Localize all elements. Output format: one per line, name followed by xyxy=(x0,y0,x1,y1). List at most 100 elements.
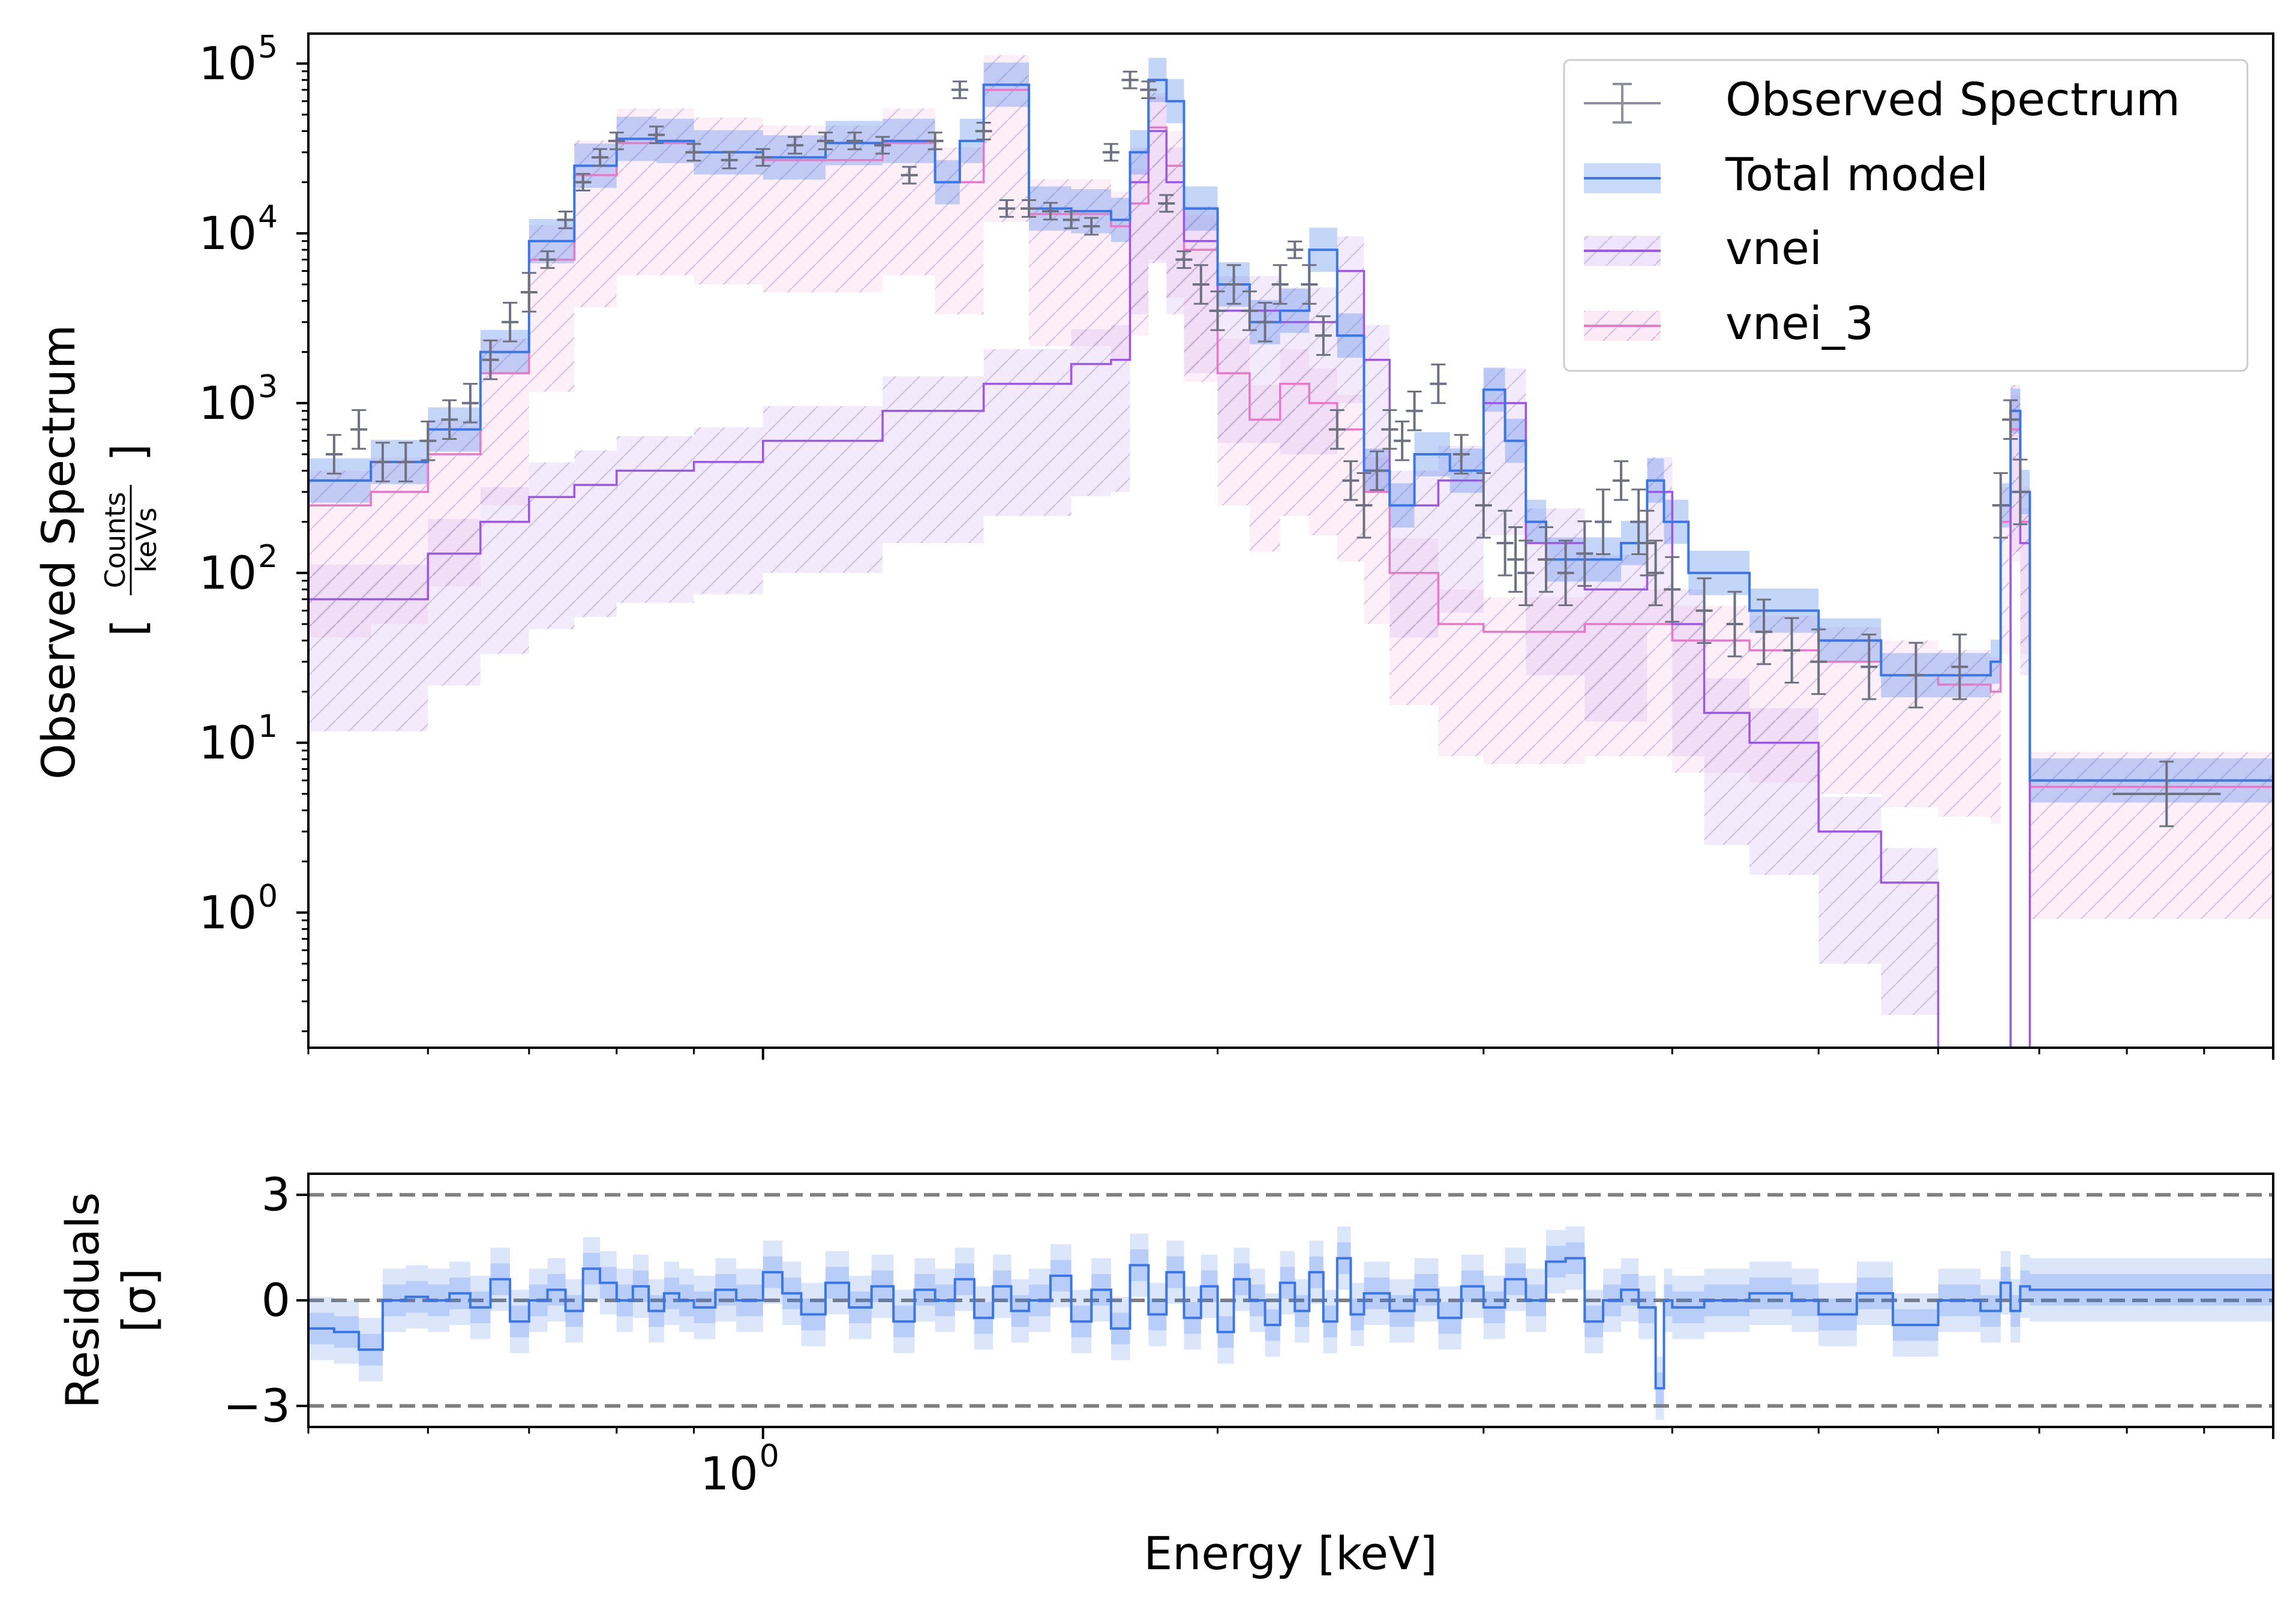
ytick-label-exponent: 5 xyxy=(258,29,278,65)
observed-point xyxy=(1810,628,1827,695)
observed-point xyxy=(1783,617,1800,684)
ytick-label: 10 xyxy=(199,716,257,769)
legend-frame xyxy=(1563,59,2249,372)
residual-axes: 10 030−3 xyxy=(223,1168,2274,1500)
observed-point xyxy=(1175,250,1193,269)
residual-ylabel-units: [σ] xyxy=(112,1268,166,1332)
observed-point xyxy=(1613,460,1630,501)
observed-point xyxy=(1314,315,1332,356)
xtick-label-exponent: 0 xyxy=(760,1438,779,1474)
observed-point xyxy=(1664,556,1681,623)
residual-ytick-label: 3 xyxy=(262,1168,290,1221)
vnei-line xyxy=(308,130,2031,1048)
observed-point xyxy=(520,272,538,313)
observed-point xyxy=(1475,472,1492,539)
total-model-band xyxy=(308,58,2273,803)
observed-point xyxy=(846,131,863,151)
observed-point xyxy=(441,399,458,440)
observed-point xyxy=(350,409,368,450)
observed-point xyxy=(1406,391,1423,431)
observed-point xyxy=(397,442,415,482)
observed-point xyxy=(874,136,892,155)
observed-point xyxy=(1271,264,1289,305)
observed-point xyxy=(1452,434,1470,475)
observed-point xyxy=(374,442,391,482)
legend-key-total-model xyxy=(1584,163,1661,193)
observed-point xyxy=(754,148,772,167)
observed-point xyxy=(1755,598,1773,665)
unit-bracket-open: [ xyxy=(101,619,155,637)
observed-point xyxy=(1241,290,1258,331)
observed-point xyxy=(539,250,556,269)
vnei-band-hatch xyxy=(308,96,2273,1048)
observed-point xyxy=(461,383,479,424)
unit-denominator: keVs xyxy=(130,508,163,573)
observed-point xyxy=(1209,290,1226,331)
observed-point xyxy=(1638,509,1656,577)
ytick-label-exponent: 0 xyxy=(258,879,278,915)
observed-point xyxy=(787,136,804,155)
observed-point xyxy=(721,151,738,170)
residual-ylabel: Residuals xyxy=(56,1192,109,1409)
ytick-label-exponent: 3 xyxy=(258,369,278,405)
residual-reference-lines xyxy=(308,1193,2273,1408)
observed-point xyxy=(1507,526,1524,593)
unit-numerator: Counts xyxy=(99,492,131,589)
legend-key-vnei-3 xyxy=(1584,311,1661,341)
vnei-3-band-hatch xyxy=(308,55,2273,919)
observed-point xyxy=(1430,363,1447,404)
observed-point xyxy=(557,210,574,229)
observed-point xyxy=(817,131,834,151)
residual-ytick-label: −3 xyxy=(223,1379,290,1432)
observed-errorbars xyxy=(325,70,2221,828)
observed-point xyxy=(1328,409,1346,450)
observed-point xyxy=(1726,590,1743,658)
legend-label-vnei-3: vnei_3 xyxy=(1725,296,1874,350)
observed-point xyxy=(1647,539,1664,607)
observed-point xyxy=(2012,458,2029,526)
ytick-label-exponent: 4 xyxy=(258,199,278,235)
observed-point xyxy=(1517,539,1535,607)
ytick-label: 10 xyxy=(199,376,257,430)
observed-point xyxy=(1695,577,1713,644)
observed-point xyxy=(1630,488,1647,555)
observed-point xyxy=(975,122,992,140)
legend: Observed Spectrum Total model vnei vnei_… xyxy=(1563,59,2249,372)
observed-point xyxy=(998,199,1015,218)
observed-point xyxy=(419,420,437,461)
observed-point xyxy=(1225,264,1242,305)
legend-label-observed: Observed Spectrum xyxy=(1725,73,2180,126)
observed-point xyxy=(1192,264,1209,305)
observed-point xyxy=(1394,420,1411,461)
observed-point xyxy=(325,434,343,475)
observed-point xyxy=(1860,633,1878,700)
residual-band-outer xyxy=(308,1226,2273,1420)
legend-label-total-model: Total model xyxy=(1725,148,1988,201)
legend-key-vnei xyxy=(1584,236,1661,266)
observed-point xyxy=(1286,240,1304,259)
observed-point xyxy=(2112,760,2221,828)
observed-point xyxy=(1083,217,1100,236)
residual-band-inner xyxy=(308,1242,2273,1404)
model-uncertainty-bands xyxy=(308,55,2273,1048)
observed-point xyxy=(1907,641,1925,709)
observed-point xyxy=(2002,399,2019,440)
ytick-label: 10 xyxy=(199,546,257,599)
observed-point xyxy=(1140,80,1157,100)
spectrum-ylabel-units: [ Counts keVs ] xyxy=(99,443,163,637)
observed-point xyxy=(1368,450,1386,491)
legend-label-vnei: vnei xyxy=(1725,221,1822,275)
observed-point xyxy=(1256,302,1274,343)
observed-point xyxy=(1042,202,1059,221)
spectrum-ylabel: Observed Spectrum xyxy=(32,325,85,779)
observed-point xyxy=(1102,143,1120,162)
observed-point xyxy=(1158,194,1175,213)
observed-point xyxy=(502,302,519,343)
residual-ytick-label: 0 xyxy=(262,1273,290,1327)
observed-point xyxy=(574,173,592,192)
observed-point xyxy=(1355,472,1373,539)
ytick-label-exponent: 1 xyxy=(258,709,278,745)
unit-bracket-close: ] xyxy=(101,443,155,461)
ytick-label: 10 xyxy=(199,37,257,90)
